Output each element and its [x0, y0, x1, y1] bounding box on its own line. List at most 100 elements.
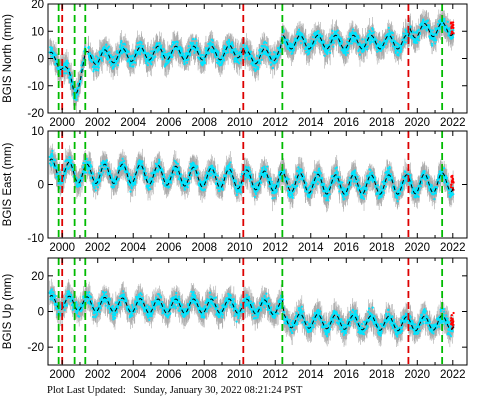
data-point	[323, 47, 326, 50]
data-point	[366, 45, 369, 48]
data-point	[64, 67, 67, 70]
data-point	[344, 51, 347, 54]
data-point	[87, 52, 90, 55]
data-point	[119, 44, 122, 47]
data-point	[69, 76, 72, 79]
data-point	[195, 44, 198, 47]
data-point	[439, 26, 442, 29]
data-point	[203, 61, 207, 65]
data-point	[171, 56, 174, 59]
data-point	[431, 32, 434, 35]
data-point	[249, 50, 252, 53]
data-point	[151, 58, 154, 61]
data-point	[54, 53, 58, 57]
data-point	[160, 44, 163, 47]
data-point	[401, 38, 404, 41]
data-point	[170, 45, 173, 48]
data-point	[276, 59, 279, 62]
data-point	[397, 54, 400, 57]
recent-point	[452, 26, 455, 29]
data-point	[99, 50, 103, 53]
data-point	[234, 47, 237, 50]
data-point	[263, 40, 266, 44]
data-point	[53, 52, 56, 55]
data-point	[286, 39, 290, 42]
x-tick-label: 2002	[85, 117, 111, 129]
data-point	[292, 49, 295, 52]
data-point	[253, 67, 256, 70]
data-point	[425, 29, 428, 32]
data-point	[291, 52, 294, 55]
data-point	[392, 35, 395, 39]
data-point	[273, 62, 276, 65]
data-point	[323, 41, 326, 44]
data-point	[431, 44, 434, 47]
y-tick-label: 10	[31, 26, 44, 38]
data-point	[187, 45, 190, 48]
observations	[48, 17, 455, 101]
data-point	[409, 25, 412, 29]
data-point	[355, 37, 358, 41]
data-point	[382, 45, 386, 48]
data-point	[87, 45, 90, 48]
data-point	[203, 59, 206, 62]
data-point	[385, 43, 388, 46]
data-point	[208, 45, 211, 49]
data-point	[176, 41, 179, 44]
data-point	[443, 17, 446, 20]
y-axis-label: BGIS North (mm)	[2, 14, 14, 103]
data-point	[214, 56, 217, 59]
data-point	[67, 67, 71, 71]
data-point	[433, 37, 437, 40]
data-point	[320, 35, 324, 38]
data-point	[152, 46, 155, 49]
data-point	[188, 54, 192, 57]
data-point	[381, 41, 385, 44]
data-point	[338, 35, 341, 39]
data-point	[421, 22, 424, 25]
data-point	[347, 45, 350, 49]
data-point	[226, 51, 230, 54]
data-point	[118, 53, 121, 57]
data-point	[387, 26, 390, 29]
data-point	[197, 47, 200, 50]
data-point	[231, 41, 234, 44]
data-point	[75, 98, 78, 101]
data-point	[302, 35, 305, 38]
data-point	[346, 40, 349, 44]
data-point	[446, 20, 449, 23]
data-point	[417, 39, 421, 42]
data-point	[135, 49, 138, 52]
data-point	[323, 54, 326, 57]
x-tick-label: 2014	[298, 117, 324, 129]
data-point	[331, 29, 334, 32]
data-point	[127, 50, 130, 53]
data-point	[140, 41, 143, 44]
data-point	[428, 24, 431, 27]
data-point	[250, 55, 254, 58]
data-point	[340, 40, 344, 43]
panel-1: 2000 2002 2004 2006 2008 2010 2012 2014 2016 2018…	[2, 0, 468, 129]
data-point	[393, 47, 396, 50]
x-tick-label: 2018	[369, 117, 395, 129]
data-point	[336, 29, 339, 32]
data-point	[128, 64, 132, 67]
data-point	[95, 55, 98, 58]
data-point	[146, 64, 149, 67]
data-point	[427, 26, 431, 29]
data-point	[147, 52, 150, 55]
data-point	[410, 34, 413, 37]
data-point	[192, 41, 195, 45]
y-tick-label: 20	[31, 0, 44, 11]
data-point	[98, 62, 101, 65]
data-point	[227, 38, 231, 41]
data-point	[252, 61, 255, 64]
data-point	[326, 49, 330, 52]
data-point	[391, 45, 395, 48]
data-point	[216, 55, 219, 58]
data-point	[79, 80, 82, 83]
data-point	[399, 50, 402, 53]
data-point	[372, 31, 375, 34]
x-tick-label: 2006	[156, 117, 182, 129]
data-point	[306, 50, 309, 53]
